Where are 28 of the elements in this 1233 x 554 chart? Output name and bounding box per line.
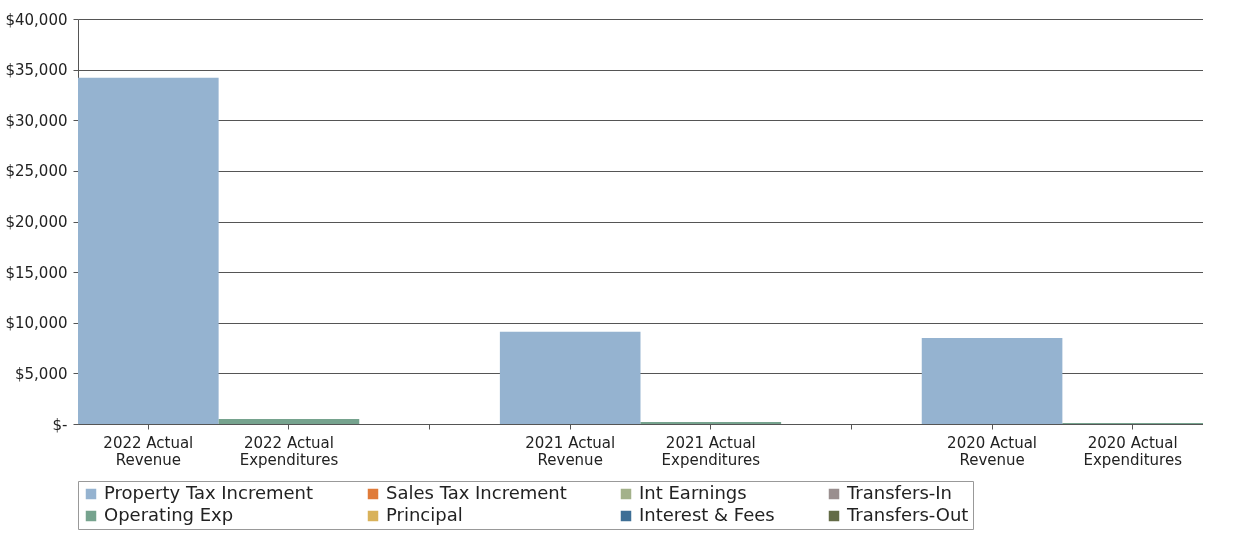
y-tick-label: $- — [52, 415, 68, 434]
y-tick-label: $30,000 — [5, 111, 68, 130]
y-tick-label: $35,000 — [5, 61, 68, 80]
x-tick-label: 2022 Actual Revenue — [103, 433, 194, 469]
legend-label: Transfers-Out — [846, 504, 969, 525]
y-tick-label: $40,000 — [5, 10, 68, 29]
x-tick-label: 2020 Actual Expenditures — [1083, 433, 1183, 469]
legend-label: Interest & Fees — [639, 504, 775, 525]
y-tick-label: $25,000 — [5, 162, 68, 181]
bar — [640, 421, 782, 424]
legend-label: Sales Tax Increment — [386, 482, 567, 503]
bar — [499, 331, 641, 424]
y-tick-label: $10,000 — [5, 314, 68, 333]
bar — [78, 77, 219, 424]
x-tick-label: 2022 Actual Expenditures — [239, 433, 339, 469]
bar — [218, 418, 360, 424]
legend-label: Property Tax Increment — [104, 482, 314, 503]
x-tick-label: 2021 Actual Revenue — [525, 433, 616, 469]
y-tick-label: $15,000 — [5, 263, 68, 282]
y-tick-label: $20,000 — [5, 213, 68, 231]
legend-label: Transfers-In — [846, 482, 952, 503]
legend-label: Operating Exp — [104, 504, 234, 525]
x-tick-label: 2021 Actual Expenditures — [661, 433, 761, 469]
y-tick-label: $5,000 — [15, 364, 68, 383]
bar — [921, 337, 1063, 424]
x-tick-label: 2020 Actual Revenue — [947, 433, 1038, 469]
legend-label: Principal — [386, 504, 463, 525]
legend-label: Int Earnings — [639, 482, 747, 503]
